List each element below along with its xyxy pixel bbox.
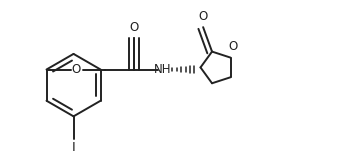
Text: O: O bbox=[228, 41, 237, 53]
Text: O: O bbox=[71, 63, 80, 76]
Text: O: O bbox=[198, 10, 208, 23]
Text: O: O bbox=[129, 21, 139, 34]
Text: NH: NH bbox=[154, 63, 172, 76]
Text: I: I bbox=[72, 141, 75, 154]
